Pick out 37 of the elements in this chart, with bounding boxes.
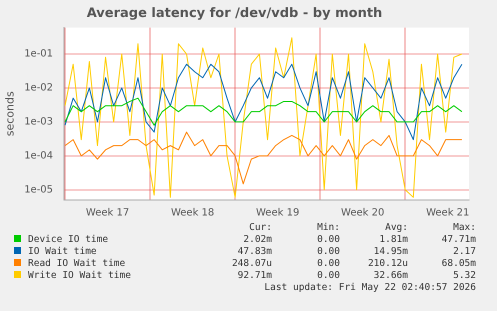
text: 0.00 xyxy=(316,270,340,282)
text: Last update: Fri May 22 02:40:57 2026 xyxy=(263,282,476,294)
y-tick-label: 1e-05 xyxy=(24,184,54,196)
text: 1.81m xyxy=(378,234,408,246)
text: Min: xyxy=(316,222,340,234)
text: Avg: xyxy=(384,222,408,234)
text: 47.83m xyxy=(236,246,272,258)
y-tick-label: 1e-03 xyxy=(24,116,54,128)
text: 0.00 xyxy=(316,246,340,258)
y-tick-label: 1e-01 xyxy=(24,48,54,60)
text: 210.12u xyxy=(366,258,408,270)
text: 0.00 xyxy=(316,258,340,270)
text: 5.32 xyxy=(452,270,476,282)
x-tick-label: Week 20 xyxy=(341,208,384,219)
y-axis-title: seconds xyxy=(3,91,16,136)
text: 14.95m xyxy=(372,246,408,258)
text: 47.71m xyxy=(440,234,476,246)
text: Cur: xyxy=(248,222,272,234)
text: 2.17 xyxy=(452,246,476,258)
legend-label: Device IO time xyxy=(27,234,110,246)
y-tick-label: 1e-02 xyxy=(24,82,54,94)
text: 248.07u xyxy=(230,258,272,270)
x-tick-label: Week 18 xyxy=(170,208,214,219)
text: 32.66m xyxy=(372,270,408,282)
text: 0.00 xyxy=(316,234,340,246)
x-tick-label: Week 19 xyxy=(256,208,300,219)
text: 92.71m xyxy=(236,270,272,282)
x-tick-label: Week 17 xyxy=(86,208,130,219)
text: 68.05m xyxy=(440,258,476,270)
legend-label: Read IO Wait time xyxy=(27,258,126,270)
text: 2.02m xyxy=(242,234,272,246)
y-tick-label: 1e-04 xyxy=(24,150,54,162)
x-tick-label: Week 21 xyxy=(426,208,470,219)
legend-label: IO Wait time xyxy=(27,246,98,258)
chart-title: Average latency for /dev/vdb - by month xyxy=(86,6,382,22)
text: Max: xyxy=(452,222,476,234)
legend-label: Write IO Wait time xyxy=(27,270,132,282)
